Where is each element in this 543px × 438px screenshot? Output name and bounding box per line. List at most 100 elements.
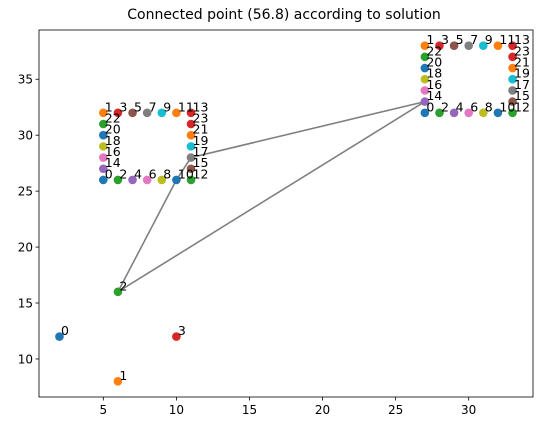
data-point <box>113 287 123 297</box>
data-point <box>508 97 517 106</box>
data-point <box>186 119 196 129</box>
data-point <box>113 175 123 185</box>
data-point <box>128 108 137 118</box>
data-point <box>508 41 517 50</box>
y-tick-label: 25 <box>18 184 33 198</box>
data-point <box>99 142 108 151</box>
point-label: 18 <box>426 66 442 81</box>
point-label: 10 <box>178 166 194 181</box>
y-tick-label: 35 <box>18 73 33 87</box>
point-label: 5 <box>134 99 142 114</box>
data-point <box>186 164 196 174</box>
point-label: 3 <box>119 99 127 114</box>
chart-title: Connected point (56.8) according to solu… <box>127 7 441 23</box>
point-label: 13 <box>514 32 530 47</box>
data-point <box>420 108 430 118</box>
point-label: 3 <box>441 32 449 47</box>
point-label: 11 <box>178 99 194 114</box>
data-point <box>449 108 459 118</box>
data-point <box>508 52 517 62</box>
point-label: 12 <box>193 166 209 181</box>
connection-line <box>117 100 426 293</box>
point-label: 9 <box>485 32 493 47</box>
data-points <box>55 41 517 386</box>
data-point <box>420 41 430 50</box>
point-label: 2 <box>119 166 127 181</box>
point-label: 1 <box>119 368 127 383</box>
data-point <box>157 108 167 118</box>
data-point <box>449 41 459 50</box>
point-label: 22 <box>105 110 121 125</box>
y-tick-label: 15 <box>18 296 33 310</box>
x-tick-label: 15 <box>242 403 257 417</box>
connection-line <box>175 156 192 181</box>
point-label: 0 <box>61 323 69 338</box>
data-point <box>157 175 167 185</box>
data-point <box>172 108 181 118</box>
point-label: 6 <box>470 99 478 114</box>
point-label: 1 <box>426 32 434 47</box>
point-label: 19 <box>193 133 209 148</box>
point-label: 12 <box>514 99 530 114</box>
data-point <box>55 332 64 341</box>
data-point <box>99 130 108 140</box>
point-label: 20 <box>426 55 442 70</box>
data-point <box>479 108 488 118</box>
point-label: 16 <box>426 77 442 92</box>
data-point <box>493 108 503 118</box>
x-tick-label: 10 <box>169 403 184 417</box>
data-point <box>142 175 152 185</box>
point-label: 1 <box>105 99 113 114</box>
data-point <box>142 108 152 118</box>
data-point <box>508 108 517 118</box>
connection-lines <box>117 100 426 293</box>
data-point <box>420 63 430 73</box>
point-label: 0 <box>426 99 434 114</box>
data-point <box>464 41 473 50</box>
x-tick-label: 25 <box>388 403 403 417</box>
y-tick-label: 20 <box>18 240 33 254</box>
point-label: 23 <box>193 110 209 125</box>
point-label: 3 <box>178 323 186 338</box>
point-label: 19 <box>514 66 530 81</box>
data-point <box>113 377 123 386</box>
point-label: 23 <box>514 43 530 58</box>
point-label: 16 <box>105 144 121 159</box>
point-label: 21 <box>193 122 209 137</box>
data-point <box>186 175 196 185</box>
point-label: 0 <box>105 166 113 181</box>
point-label: 13 <box>193 99 209 114</box>
data-point <box>99 164 108 174</box>
data-point <box>420 86 430 95</box>
data-point <box>186 130 196 140</box>
x-tick-label: 30 <box>461 403 476 417</box>
point-label: 14 <box>105 155 121 170</box>
point-label: 10 <box>499 99 515 114</box>
point-label: 15 <box>193 155 209 170</box>
point-label: 11 <box>499 32 515 47</box>
data-point <box>508 74 517 84</box>
data-point <box>508 86 517 95</box>
connection-line <box>117 179 178 293</box>
point-label: 8 <box>485 99 493 114</box>
data-point <box>420 52 430 62</box>
point-label: 5 <box>456 32 464 47</box>
y-axis: 10 15 20 25 30 35 <box>18 73 39 366</box>
data-point <box>172 175 181 185</box>
data-point <box>186 142 196 151</box>
data-point <box>493 41 503 50</box>
point-label: 2 <box>119 278 127 293</box>
x-tick-label: 20 <box>315 403 330 417</box>
data-point <box>128 175 137 185</box>
x-tick-label: 5 <box>99 403 107 417</box>
point-label: 17 <box>193 144 209 159</box>
data-point <box>99 175 108 185</box>
point-label: 17 <box>514 77 530 92</box>
point-label: 22 <box>426 43 442 58</box>
data-point <box>99 153 108 162</box>
point-label: 15 <box>514 88 530 103</box>
data-point <box>186 153 196 162</box>
point-label: 8 <box>163 166 171 181</box>
data-point <box>113 108 123 118</box>
